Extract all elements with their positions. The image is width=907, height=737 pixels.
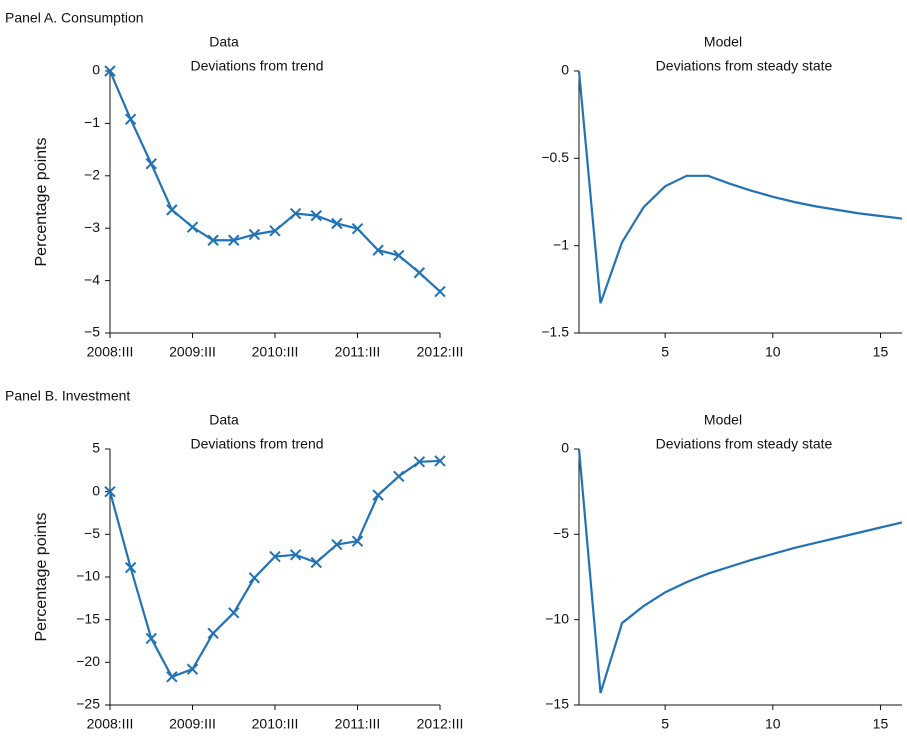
marker — [228, 607, 240, 619]
y-tick-label: −5 — [84, 525, 100, 541]
marker — [434, 285, 446, 298]
y-tick-label: −20 — [76, 653, 100, 669]
x-tick-label: 2009:III — [169, 716, 216, 732]
y-tick-label: −5 — [84, 324, 100, 340]
series-line — [108, 459, 441, 679]
marker — [393, 470, 405, 483]
x-tick-label: 5 — [661, 716, 669, 732]
y-tick-label: −0.5 — [541, 149, 569, 165]
chart-title: Model — [704, 412, 742, 428]
chart-subtitle: Deviations from trend — [190, 436, 323, 452]
marker — [166, 204, 178, 216]
marker — [248, 572, 261, 584]
marker — [228, 234, 240, 246]
y-tick-label: −3 — [84, 219, 100, 235]
marker — [413, 456, 426, 468]
x-tick-label: 2010:III — [252, 344, 299, 360]
y-tick-label: 0 — [561, 62, 569, 78]
marker — [331, 217, 343, 230]
chart-subtitle: Deviations from trend — [190, 58, 323, 74]
marker — [124, 113, 137, 125]
panel-label: Panel B. Investment — [5, 388, 130, 404]
panel-label: Panel A. Consumption — [5, 10, 144, 26]
y-axis-label: Percentage points — [33, 138, 50, 267]
marker — [207, 627, 219, 640]
marker — [413, 267, 426, 279]
marker — [372, 244, 384, 256]
marker — [351, 223, 364, 235]
marker — [310, 209, 322, 222]
x-tick-label: 5 — [661, 344, 669, 360]
x-tick-label: 2011:III — [335, 344, 381, 360]
x-tick-label: 2010:III — [252, 716, 299, 732]
marker — [186, 663, 199, 675]
marker — [104, 485, 116, 498]
y-tick-label: −10 — [545, 610, 569, 626]
marker — [310, 556, 322, 569]
x-tick-label: 10 — [765, 716, 781, 732]
marker — [207, 234, 219, 246]
x-tick-label: 15 — [873, 344, 889, 360]
y-tick-label: 0 — [92, 62, 100, 78]
series-line — [108, 70, 441, 293]
chart-subtitle: Deviations from steady state — [656, 436, 833, 452]
chart-title: Model — [704, 34, 742, 50]
marker — [372, 489, 384, 501]
chart-subtitle: Deviations from steady state — [656, 58, 833, 74]
marker — [166, 671, 178, 683]
x-tick-label: 2008:III — [87, 344, 134, 360]
marker — [186, 221, 199, 233]
series-line — [577, 70, 903, 304]
x-tick-label: 2008:III — [87, 716, 134, 732]
y-axis-label: Percentage points — [33, 513, 50, 642]
marker — [331, 538, 343, 551]
marker — [145, 632, 157, 645]
y-tick-label: −2 — [84, 167, 100, 183]
x-tick-label: 15 — [873, 716, 889, 732]
y-tick-label: −1.5 — [541, 324, 569, 340]
y-tick-label: −15 — [76, 610, 100, 626]
marker — [104, 65, 116, 77]
marker — [269, 550, 281, 563]
marker — [124, 561, 137, 574]
marker — [248, 228, 261, 241]
marker — [351, 535, 364, 547]
y-tick-label: 0 — [561, 440, 569, 456]
chart-title: Data — [209, 34, 239, 50]
x-tick-label: 2011:III — [335, 716, 381, 732]
y-tick-label: −1 — [84, 114, 100, 130]
marker — [145, 158, 157, 170]
x-tick-label: 10 — [765, 344, 781, 360]
y-tick-label: 5 — [92, 440, 100, 456]
x-tick-label: 2009:III — [169, 344, 216, 360]
x-tick-label: 2012:III — [417, 716, 464, 732]
marker — [269, 225, 281, 237]
x-tick-label: 2012:III — [417, 344, 464, 360]
marker — [289, 207, 302, 220]
y-tick-label: −25 — [76, 696, 100, 712]
y-tick-label: 0 — [92, 482, 100, 498]
series-line — [577, 448, 903, 694]
y-tick-label: −4 — [84, 271, 100, 287]
y-tick-label: −15 — [545, 696, 569, 712]
y-tick-label: −5 — [553, 525, 569, 541]
y-tick-label: −10 — [76, 568, 100, 584]
marker — [289, 549, 302, 561]
y-tick-label: −1 — [553, 236, 569, 252]
chart-title: Data — [209, 412, 239, 428]
marker — [393, 249, 405, 262]
marker — [434, 455, 446, 467]
